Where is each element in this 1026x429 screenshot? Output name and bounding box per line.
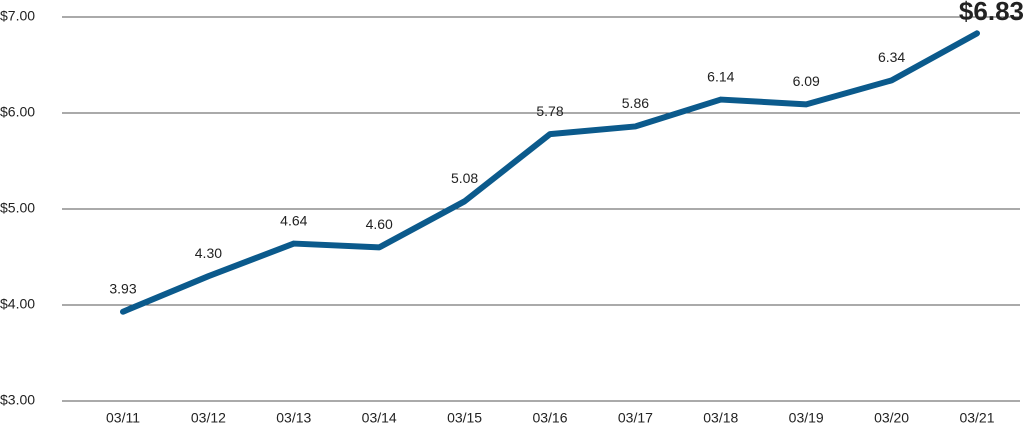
data-label: 6.34 [878, 49, 905, 65]
data-label: 5.08 [451, 170, 478, 186]
y-tick-label: $3.00 [0, 392, 35, 408]
x-tick-label: 03/20 [874, 410, 909, 426]
data-label: 5.78 [536, 103, 563, 119]
y-tick-label: $5.00 [0, 200, 35, 216]
x-tick-label: 03/17 [618, 410, 653, 426]
data-label: 3.93 [109, 280, 136, 296]
x-tick-label: 03/12 [191, 410, 226, 426]
data-label: $6.83 [959, 0, 1024, 26]
data-label: 5.86 [622, 95, 649, 111]
data-label: 6.09 [793, 73, 820, 89]
data-label: 4.60 [366, 216, 393, 232]
data-label: 4.64 [280, 212, 307, 228]
data-label: 4.30 [195, 245, 222, 261]
x-tick-label: 03/14 [362, 410, 397, 426]
x-tick-label: 03/18 [703, 410, 738, 426]
x-tick-label: 03/11 [106, 410, 140, 426]
data-label: 6.14 [707, 68, 734, 84]
x-tick-label: 03/21 [959, 410, 994, 426]
y-tick-label: $6.00 [0, 104, 35, 120]
x-tick-label: 03/16 [532, 410, 567, 426]
x-tick-label: 03/19 [789, 410, 824, 426]
line [120, 30, 980, 315]
x-tick-label: 03/13 [276, 410, 311, 426]
x-tick-label: 03/15 [447, 410, 482, 426]
y-tick-label: $4.00 [0, 296, 35, 312]
y-tick-label: $7.00 [0, 8, 35, 24]
